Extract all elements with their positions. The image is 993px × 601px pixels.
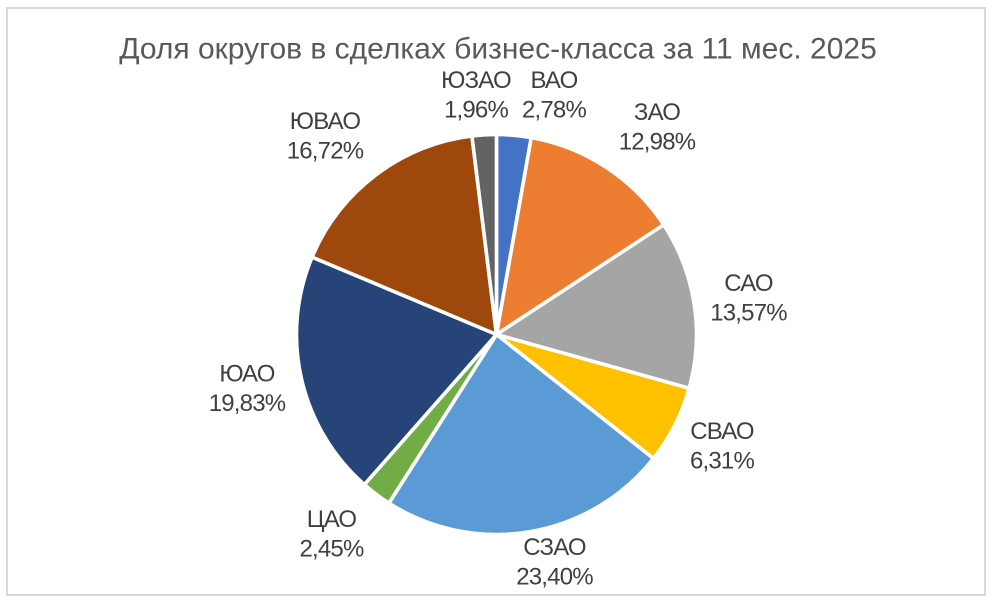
svg-text:САО: САО (724, 270, 773, 297)
svg-text:23,40%: 23,40% (516, 564, 593, 591)
svg-text:2,78%: 2,78% (522, 97, 587, 124)
svg-text:13,57%: 13,57% (710, 300, 787, 327)
svg-text:ЦАО: ЦАО (307, 506, 357, 533)
svg-text:2,45%: 2,45% (299, 536, 364, 563)
svg-text:Доля округов в сделках бизнес-: Доля округов в сделках бизнес-класса за … (119, 33, 877, 66)
svg-text:СЗАО: СЗАО (523, 534, 586, 561)
svg-text:19,83%: 19,83% (209, 390, 286, 417)
svg-text:1,96%: 1,96% (444, 97, 509, 124)
svg-text:16,72%: 16,72% (287, 138, 364, 165)
svg-text:ЮАО: ЮАО (219, 361, 274, 388)
svg-text:ЗАО: ЗАО (634, 99, 680, 126)
svg-text:СВАО: СВАО (690, 418, 754, 445)
svg-text:ЮВАО: ЮВАО (290, 108, 361, 135)
svg-text:ВАО: ВАО (531, 67, 578, 94)
svg-text:ЮЗАО: ЮЗАО (441, 67, 511, 94)
svg-text:12,98%: 12,98% (619, 129, 696, 156)
svg-text:6,31%: 6,31% (690, 448, 755, 475)
